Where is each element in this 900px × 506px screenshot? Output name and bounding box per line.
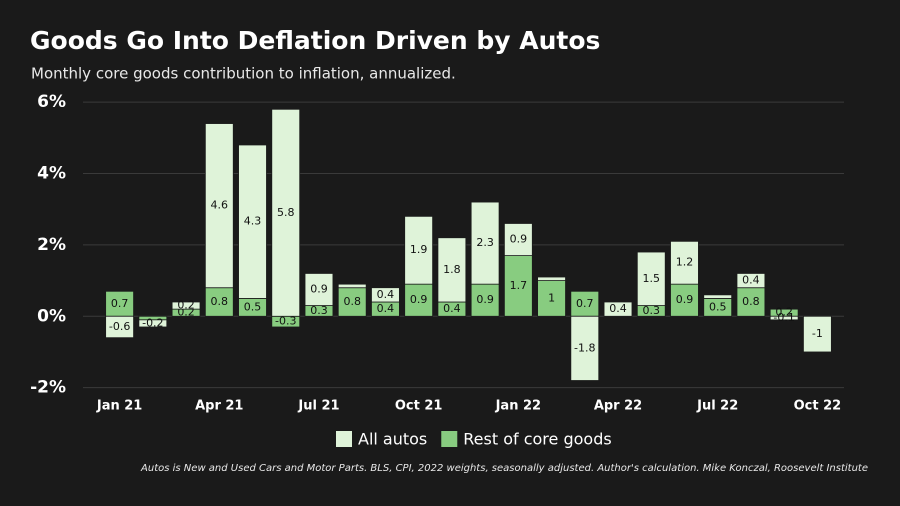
- legend-label: All autos: [358, 430, 427, 449]
- bar-segment: [503, 255, 533, 317]
- bar-segment: [703, 294, 733, 299]
- bar-segment: [271, 108, 301, 317]
- bar-segment: [570, 315, 600, 381]
- data-label: -0.3: [275, 315, 296, 328]
- data-label: 0.8: [211, 295, 229, 308]
- bar-segment: [371, 287, 400, 303]
- data-label: 1.7: [510, 279, 528, 292]
- x-tick-label: Apr 22: [594, 399, 642, 414]
- data-label: 1: [548, 291, 555, 304]
- data-label: 4.6: [211, 199, 229, 212]
- data-label: 1.5: [643, 272, 661, 285]
- bar-segment: [670, 240, 699, 285]
- data-label: 0.2: [177, 299, 195, 312]
- data-label: 5.8: [277, 206, 295, 219]
- data-label: 0.3: [310, 304, 328, 317]
- bar-segment: [204, 123, 234, 289]
- data-label: 0.3: [643, 304, 661, 317]
- data-label: 0.9: [310, 283, 328, 296]
- data-label: 0.4: [609, 302, 627, 315]
- y-tick-label: 4%: [37, 164, 66, 184]
- x-tick-label: Apr 21: [195, 399, 243, 414]
- y-tick-label: -2%: [30, 378, 66, 398]
- bar-segment: [204, 287, 234, 317]
- data-label: 1.9: [410, 243, 428, 256]
- x-tick-label: Jan 21: [96, 399, 142, 414]
- legend-label: Rest of core goods: [463, 430, 611, 449]
- x-tick-label: Oct 21: [395, 399, 443, 414]
- data-label: 0.4: [742, 274, 760, 287]
- data-label: 1.8: [443, 263, 461, 276]
- data-label: 2.3: [476, 236, 494, 249]
- bar-segment: [337, 283, 367, 289]
- chart-subtitle: Monthly core goods contribution to infla…: [31, 65, 456, 83]
- bar-segment: [437, 237, 467, 303]
- data-label: 0.2: [775, 306, 793, 319]
- data-label: -1: [812, 327, 823, 340]
- bar-segment: [404, 283, 434, 317]
- bar-segment: [171, 301, 201, 310]
- bar-segment: [337, 287, 367, 317]
- data-label: 0.5: [709, 300, 727, 313]
- data-label: 0.7: [576, 297, 594, 310]
- data-label: -0.2: [142, 316, 163, 329]
- bar-segment: [470, 201, 500, 285]
- data-label: 0.7: [111, 297, 129, 310]
- x-tick-label: Jul 22: [696, 399, 738, 414]
- y-tick-label: 2%: [37, 235, 66, 255]
- bar-segment: [404, 215, 434, 285]
- bar-segment: [670, 283, 699, 317]
- bar-segment: [105, 290, 134, 317]
- data-label: 0.4: [377, 302, 395, 315]
- data-label: 0.9: [676, 293, 694, 306]
- data-label: 0.8: [343, 295, 361, 308]
- bar-segment: [803, 315, 832, 353]
- bar-segment: [105, 315, 134, 339]
- bar-segment: [537, 280, 566, 317]
- bar-segment: [503, 223, 533, 256]
- data-label: 0.9: [410, 293, 428, 306]
- data-label: -0.6: [109, 320, 130, 333]
- data-label: 0.4: [443, 302, 461, 315]
- data-label: 4.3: [244, 215, 262, 228]
- data-label: -0.1: [773, 311, 794, 324]
- bar-segment: [470, 283, 500, 317]
- legend-swatch: [336, 431, 352, 447]
- bar-segment: [537, 276, 566, 281]
- footnote: Autos is New and Used Cars and Motor Par…: [140, 463, 868, 474]
- y-tick-label: 0%: [37, 306, 66, 326]
- bar-segment: [603, 301, 633, 317]
- bar-segment: [736, 273, 766, 289]
- data-label: 0.8: [742, 295, 760, 308]
- bar-segment: [304, 273, 334, 306]
- data-label: 1.2: [676, 256, 694, 269]
- legend-swatch: [441, 431, 458, 447]
- data-label: 0.5: [244, 300, 262, 313]
- data-label: -1.8: [574, 341, 595, 354]
- bar-segment: [636, 251, 666, 306]
- y-tick-label: 6%: [37, 92, 66, 112]
- x-tick-label: Jan 22: [495, 399, 541, 414]
- chart-title: Goods Go Into Deflation Driven by Autos: [30, 26, 600, 55]
- x-tick-label: Jul 21: [297, 399, 339, 414]
- bar-segment: [570, 290, 600, 317]
- data-label: 0.4: [377, 288, 395, 301]
- x-tick-label: Oct 22: [794, 399, 842, 414]
- data-label: 0.9: [476, 293, 494, 306]
- data-label: 0.9: [510, 233, 528, 246]
- bar-segment: [238, 144, 267, 299]
- bar-segment: [769, 315, 799, 321]
- bar-segment: [138, 319, 168, 328]
